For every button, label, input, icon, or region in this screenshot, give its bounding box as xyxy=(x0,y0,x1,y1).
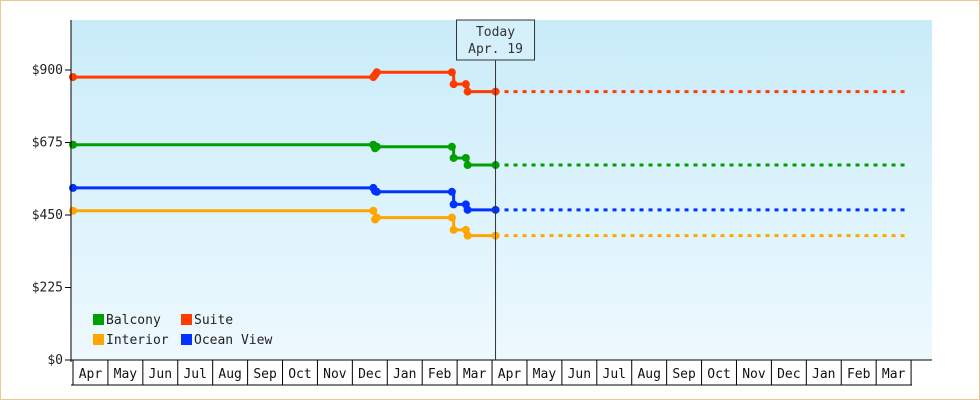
today-box xyxy=(456,19,536,61)
data-point xyxy=(463,161,472,170)
data-point xyxy=(449,80,458,89)
x-tick-label: Mar xyxy=(463,367,487,382)
data-point xyxy=(447,213,456,222)
x-tick-label: Jun xyxy=(149,367,172,382)
series-suite xyxy=(69,68,910,96)
data-point xyxy=(447,68,456,77)
x-tick-label: Feb xyxy=(428,367,452,382)
legend-item-ocean-view: Ocean View xyxy=(181,333,272,348)
x-tick-label: Feb xyxy=(847,367,871,382)
x-tick-label: May xyxy=(533,367,557,382)
data-point xyxy=(449,225,458,234)
data-point xyxy=(447,142,456,151)
x-tick-label: Jan xyxy=(393,367,416,382)
x-tick-label: May xyxy=(114,367,138,382)
data-point xyxy=(447,187,456,196)
legend-swatch xyxy=(181,314,192,325)
data-point xyxy=(69,73,77,82)
legend-swatch xyxy=(93,334,104,345)
x-tick-label: Sep xyxy=(672,367,696,382)
x-tick-label: Mar xyxy=(882,367,906,382)
data-point xyxy=(463,231,472,240)
data-point xyxy=(449,153,458,162)
y-tick-label: $900 xyxy=(32,63,63,78)
data-point xyxy=(69,183,77,192)
x-tick-label: Nov xyxy=(742,367,766,382)
x-tick-label: Oct xyxy=(707,367,730,382)
x-tick-label: Oct xyxy=(288,367,311,382)
today-date: Apr. 19 xyxy=(468,42,523,57)
x-tick-label: Dec xyxy=(777,367,800,382)
data-point xyxy=(463,205,472,214)
y-tick-label: $675 xyxy=(32,136,63,151)
legend-item-balcony: Balcony xyxy=(93,313,161,328)
today-label: Today xyxy=(476,25,515,40)
data-point xyxy=(69,206,77,215)
y-tick-label: $450 xyxy=(32,208,63,223)
y-tick-label: $225 xyxy=(32,281,63,296)
x-tick-label: Jul xyxy=(183,367,206,382)
data-point xyxy=(372,142,381,151)
data-point xyxy=(461,80,470,89)
data-point xyxy=(372,68,381,77)
x-tick-label: Aug xyxy=(637,367,660,382)
x-tick-label: Sep xyxy=(253,367,277,382)
legend-label: Ocean View xyxy=(194,333,272,348)
legend-label: Suite xyxy=(194,313,233,328)
x-tick-label: Jun xyxy=(568,367,591,382)
series-balcony xyxy=(69,140,910,170)
x-tick-label: Jul xyxy=(603,367,626,382)
plot-background xyxy=(71,20,932,360)
data-point xyxy=(69,140,77,149)
data-point xyxy=(372,213,381,222)
data-point xyxy=(369,206,378,215)
x-tick-label: Aug xyxy=(218,367,241,382)
x-tick-label: Jan xyxy=(812,367,835,382)
x-tick-label: Apr xyxy=(498,367,522,382)
x-tick-label: Apr xyxy=(79,367,103,382)
legend-label: Balcony xyxy=(106,313,161,328)
legend-item-suite: Suite xyxy=(181,313,233,328)
data-point xyxy=(449,200,458,209)
y-tick-label: $0 xyxy=(47,353,63,368)
x-tick-label: Dec xyxy=(358,367,381,382)
legend-swatch xyxy=(181,334,192,345)
data-point xyxy=(461,153,470,162)
data-point xyxy=(463,87,472,96)
legend-swatch xyxy=(93,314,104,325)
legend-label: Interior xyxy=(106,333,169,348)
data-point xyxy=(372,187,381,196)
x-tick-label: Nov xyxy=(323,367,347,382)
legend-item-interior: Interior xyxy=(93,333,169,348)
